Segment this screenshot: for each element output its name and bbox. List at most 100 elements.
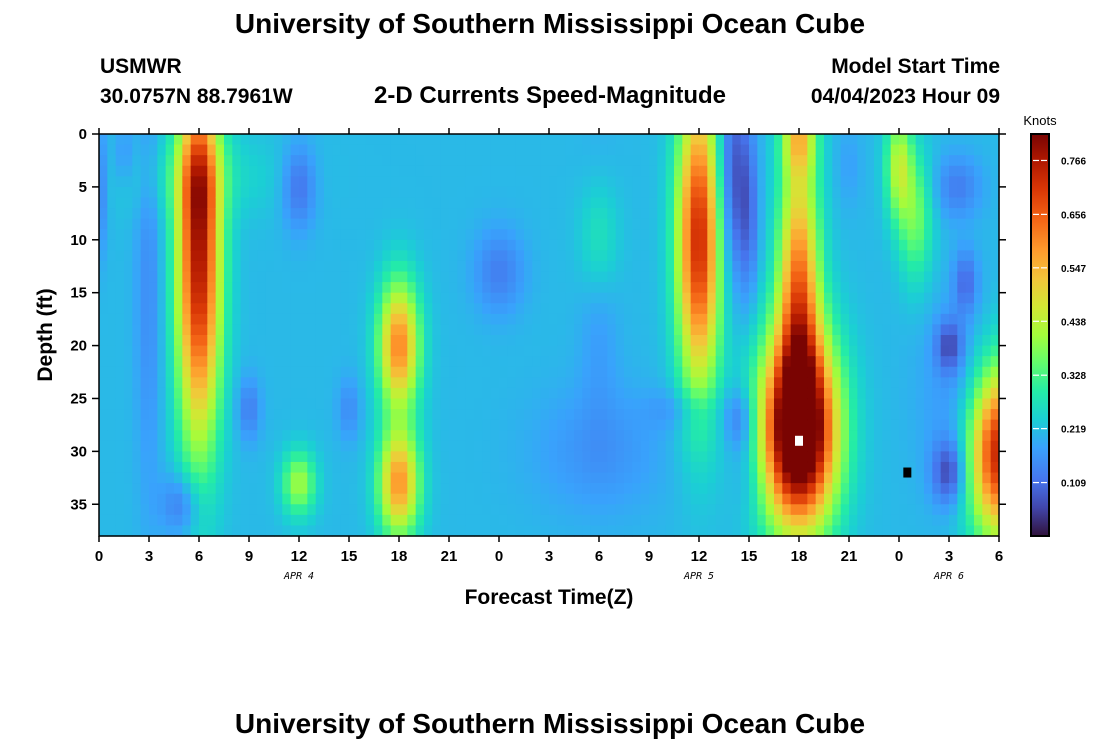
heatmap-cell xyxy=(174,345,183,357)
heatmap-cell xyxy=(557,155,567,167)
heatmap-cell xyxy=(257,229,267,241)
heatmap-cell xyxy=(390,144,400,156)
heatmap-cell xyxy=(407,398,417,410)
heatmap-cell xyxy=(299,483,308,495)
heatmap-cell xyxy=(690,430,700,442)
heatmap-cell xyxy=(515,303,525,315)
heatmap-cell xyxy=(799,440,808,452)
heatmap-cell xyxy=(915,260,925,273)
heatmap-cell xyxy=(749,197,758,209)
heatmap-cell xyxy=(457,377,467,389)
heatmap-cell xyxy=(824,430,833,442)
heatmap-cell xyxy=(182,345,192,357)
heatmap-cell xyxy=(482,260,492,273)
heatmap-cell xyxy=(724,208,733,220)
heatmap-cell xyxy=(399,514,408,527)
heatmap-cell xyxy=(499,260,508,273)
heatmap-cell xyxy=(590,514,600,527)
heatmap-cell xyxy=(915,377,925,389)
heatmap-cell xyxy=(940,335,950,347)
heatmap-cell xyxy=(399,271,408,283)
heatmap-cell xyxy=(674,313,683,326)
heatmap-cell xyxy=(415,186,425,199)
heatmap-cell xyxy=(199,387,208,400)
heatmap-cell xyxy=(474,409,483,421)
heatmap-cell xyxy=(340,303,350,315)
heatmap-cell xyxy=(649,292,658,304)
heatmap-cell xyxy=(507,440,517,452)
heatmap-cell xyxy=(340,313,350,326)
heatmap-cell xyxy=(832,197,842,209)
heatmap-cell xyxy=(132,292,142,304)
heatmap-cell xyxy=(340,335,350,347)
heatmap-cell xyxy=(965,218,975,230)
heatmap-cell xyxy=(690,461,700,474)
heatmap-cell xyxy=(507,282,517,294)
heatmap-cell xyxy=(932,525,942,537)
heatmap-cell xyxy=(982,155,992,167)
heatmap-cell xyxy=(840,409,850,421)
heatmap-cell xyxy=(182,398,192,410)
heatmap-cell xyxy=(690,472,700,484)
heatmap-cell xyxy=(849,292,858,304)
heatmap-cell xyxy=(990,313,1000,326)
heatmap-cell xyxy=(674,377,683,389)
heatmap-cell xyxy=(774,493,783,505)
heatmap-cell xyxy=(890,440,900,452)
heatmap-cell xyxy=(515,440,525,452)
heatmap-cell xyxy=(682,525,692,537)
heatmap-cell xyxy=(257,239,267,251)
heatmap-cell xyxy=(265,292,275,304)
heatmap-cell xyxy=(907,313,917,326)
heatmap-cell xyxy=(524,409,533,421)
heatmap-cell xyxy=(324,514,333,527)
heatmap-cell xyxy=(549,229,558,241)
heatmap-cell xyxy=(265,176,275,188)
heatmap-cell xyxy=(474,155,483,167)
heatmap-cell xyxy=(457,250,467,262)
heatmap-cell xyxy=(515,514,525,527)
heatmap-cell xyxy=(524,398,533,410)
heatmap-cell xyxy=(415,461,425,474)
heatmap-cell xyxy=(115,398,125,410)
heatmap-cell xyxy=(349,324,358,336)
heatmap-cell xyxy=(182,430,192,442)
heatmap-cell xyxy=(765,335,775,347)
heatmap-cell xyxy=(907,134,917,146)
heatmap-cell xyxy=(532,493,542,505)
heatmap-cell xyxy=(424,134,433,146)
heatmap-cell xyxy=(557,525,567,537)
heatmap-cell xyxy=(515,313,525,326)
heatmap-cell xyxy=(807,282,817,294)
heatmap-cell xyxy=(924,472,933,484)
heatmap-cell xyxy=(174,525,183,537)
heatmap-cell xyxy=(232,260,242,273)
heatmap-cell xyxy=(749,472,758,484)
heatmap-cell xyxy=(624,165,633,177)
heatmap-cell xyxy=(707,335,717,347)
heatmap-cell xyxy=(982,250,992,262)
heatmap-cell xyxy=(732,398,742,410)
heatmap-cell xyxy=(199,271,208,283)
heatmap-cell xyxy=(907,303,917,315)
heatmap-cell xyxy=(899,155,908,167)
heatmap-cell xyxy=(140,483,150,495)
heatmap-cell xyxy=(99,165,108,177)
heatmap-cell xyxy=(257,335,267,347)
heatmap-cell xyxy=(424,176,433,188)
heatmap-cell xyxy=(665,525,675,537)
heatmap-cell xyxy=(990,134,1000,146)
heatmap-cell xyxy=(207,176,217,188)
heatmap-cell xyxy=(482,451,492,463)
heatmap-cell xyxy=(274,419,283,431)
heatmap-cell xyxy=(724,186,733,199)
heatmap-cell xyxy=(757,155,767,167)
heatmap-cell xyxy=(224,440,233,452)
heatmap-cell xyxy=(965,335,975,347)
heatmap-cell xyxy=(565,430,575,442)
heatmap-cell xyxy=(232,504,242,516)
heatmap-cell xyxy=(207,504,217,516)
heatmap-cell xyxy=(682,303,692,315)
heatmap-cell xyxy=(524,282,533,294)
heatmap-cell xyxy=(849,461,858,474)
